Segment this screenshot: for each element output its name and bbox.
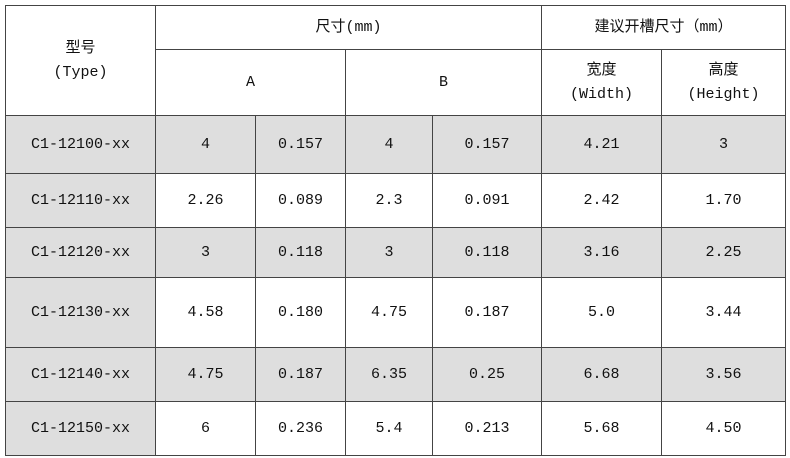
table-row: C1-12140-xx 4.75 0.187 6.35 0.25 6.68 3.56 [5, 347, 787, 402]
model-cell: C1-12120-xx [5, 227, 156, 278]
value-cell: 0.236 [255, 401, 346, 456]
model-cell: C1-12130-xx [5, 277, 156, 348]
value-cell: 2.42 [541, 173, 663, 228]
header-text: (Height) [687, 85, 760, 103]
value-cell: 3 [345, 227, 433, 278]
value-cell: 6 [155, 401, 256, 456]
header-text: (Type) [53, 63, 108, 81]
table-row: C1-12120-xx 3 0.118 3 0.118 3.16 2.25 [5, 227, 787, 278]
value-cell: 4.75 [345, 277, 433, 348]
value-cell: 3.44 [661, 277, 787, 348]
table-row: C1-12110-xx 2.26 0.089 2.3 0.091 2.42 1.70 [5, 173, 787, 228]
value-cell: 4.58 [155, 277, 256, 348]
value-cell: 3 [661, 115, 787, 174]
size-header: 尺寸(mm) [154, 5, 543, 50]
size-table: 型号 (Type) 尺寸(mm) 建议开槽尺寸（mm） A B 宽度 (Width)… [5, 5, 787, 456]
value-cell: 0.091 [431, 173, 543, 228]
width-header: 宽度 (Width) [541, 49, 663, 116]
value-cell: 1.70 [661, 173, 787, 228]
header-text: 型号 [65, 39, 96, 57]
value-cell: 0.187 [431, 277, 543, 348]
value-cell: 3.56 [661, 347, 787, 402]
value-cell: 6.35 [345, 347, 433, 402]
a-header: A [155, 49, 346, 116]
value-cell: 3 [155, 227, 256, 278]
table-row: C1-12100-xx 4 0.157 4 0.157 4.21 3 [5, 115, 787, 174]
value-cell: 2.26 [155, 173, 256, 228]
value-cell: 0.118 [431, 227, 543, 278]
model-cell: C1-12140-xx [5, 347, 156, 402]
value-cell: 0.180 [255, 277, 346, 348]
value-cell: 6.68 [541, 347, 663, 402]
header-text: (Width) [570, 85, 634, 103]
slot-header: 建议开槽尺寸（mm） [541, 5, 787, 50]
model-cell: C1-12110-xx [5, 173, 156, 228]
value-cell: 2.3 [345, 173, 433, 228]
value-cell: 0.213 [431, 401, 543, 456]
height-header: 高度 (Height) [661, 49, 787, 116]
value-cell: 0.157 [255, 115, 346, 174]
value-cell: 0.187 [255, 347, 346, 402]
b-header: B [344, 49, 543, 116]
type-header: 型号 (Type) [5, 5, 156, 116]
value-cell: 4.75 [155, 347, 256, 402]
header-text: 宽度 [586, 61, 617, 79]
value-cell: 4 [345, 115, 433, 174]
value-cell: 5.0 [541, 277, 663, 348]
model-cell: C1-12150-xx [5, 401, 156, 456]
value-cell: 0.25 [431, 347, 543, 402]
value-cell: 4 [155, 115, 256, 174]
value-cell: 5.4 [345, 401, 433, 456]
value-cell: 5.68 [541, 401, 663, 456]
value-cell: 0.089 [255, 173, 346, 228]
value-cell: 3.16 [541, 227, 663, 278]
value-cell: 4.21 [541, 115, 663, 174]
value-cell: 2.25 [661, 227, 787, 278]
model-cell: C1-12100-xx [5, 115, 156, 174]
table-row: C1-12130-xx 4.58 0.180 4.75 0.187 5.0 3.44 [5, 277, 787, 348]
value-cell: 4.50 [661, 401, 787, 456]
value-cell: 0.118 [255, 227, 346, 278]
table-row: C1-12150-xx 6 0.236 5.4 0.213 5.68 4.50 [5, 401, 787, 456]
value-cell: 0.157 [431, 115, 543, 174]
table-body: C1-12100-xx 4 0.157 4 0.157 4.21 3 C1-12110-xx 2… [5, 115, 787, 456]
header-text: 高度 [708, 61, 739, 79]
